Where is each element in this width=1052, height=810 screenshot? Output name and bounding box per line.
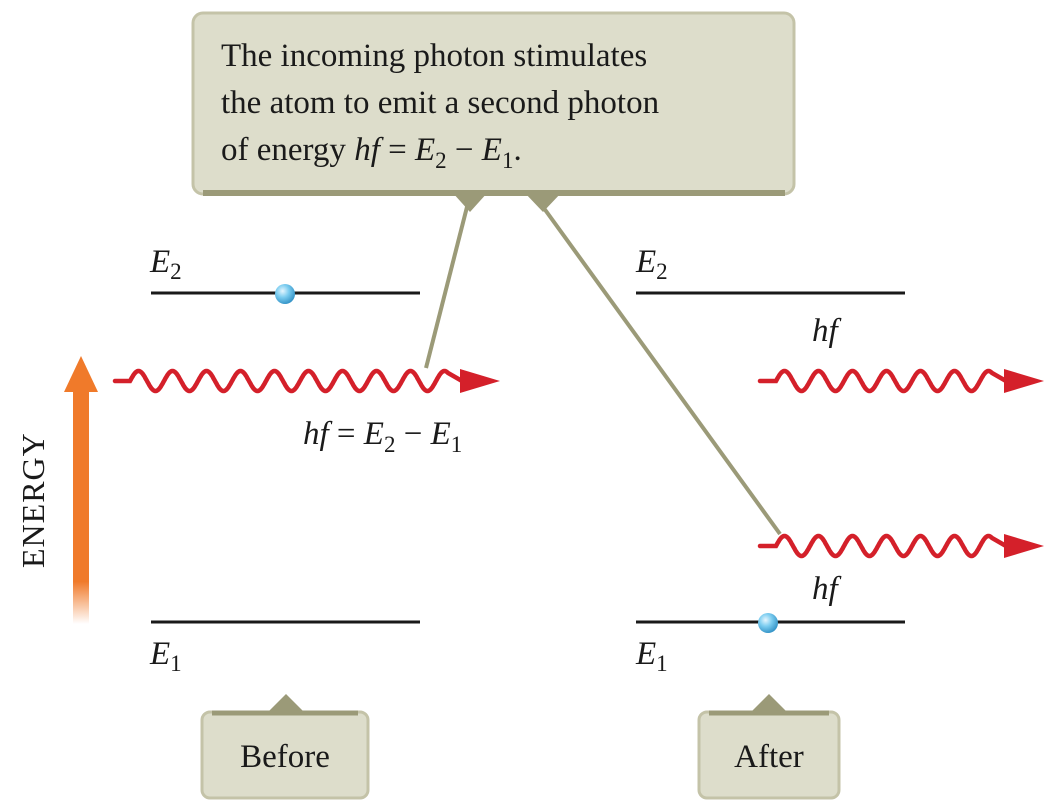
- after-label-box: After: [697, 694, 841, 800]
- energy-arrow-shaft: [73, 388, 89, 624]
- before-label: Before: [240, 739, 330, 775]
- outgoing-photon-1-label: hf: [812, 313, 842, 349]
- callout-pointer-after: [536, 198, 782, 536]
- before-label-box: Before: [200, 694, 370, 800]
- callout-box: The incoming photon stimulates the atom …: [191, 11, 796, 212]
- before-lower-level-label: E1: [149, 636, 182, 676]
- energy-arrow-head: [64, 356, 98, 392]
- after-electron: [758, 613, 778, 633]
- callout-line-2: the atom to emit a second photon: [221, 85, 659, 121]
- energy-axis-label: ENERGY: [15, 432, 51, 568]
- outgoing-photon-2-wave: [757, 533, 1009, 559]
- incoming-photon-wave: [112, 368, 465, 394]
- before-panel: E2 E1 hf = E2 − E1 Before: [112, 244, 500, 800]
- callout-line-3: of energy hf = E2 − E1.: [221, 132, 522, 173]
- outgoing-photon-1-arrowhead: [1004, 369, 1044, 393]
- incoming-photon-label: hf = E2 − E1: [303, 416, 462, 457]
- outgoing-photon-2-arrowhead: [1004, 534, 1044, 558]
- before-electron: [275, 284, 295, 304]
- callout-line-1: The incoming photon stimulates: [221, 38, 647, 74]
- energy-axis: ENERGY: [15, 356, 98, 624]
- after-label: After: [734, 739, 804, 775]
- outgoing-photon-2-label: hf: [812, 571, 842, 607]
- incoming-photon-arrowhead: [460, 369, 500, 393]
- outgoing-photon-1-wave: [757, 368, 1009, 394]
- after-lower-level-label: E1: [635, 636, 668, 676]
- after-panel: E2 E1 hf hf After: [635, 244, 1044, 800]
- before-upper-level-label: E2: [149, 244, 182, 284]
- after-upper-level-label: E2: [635, 244, 668, 284]
- callout-pointer-before: [424, 202, 470, 369]
